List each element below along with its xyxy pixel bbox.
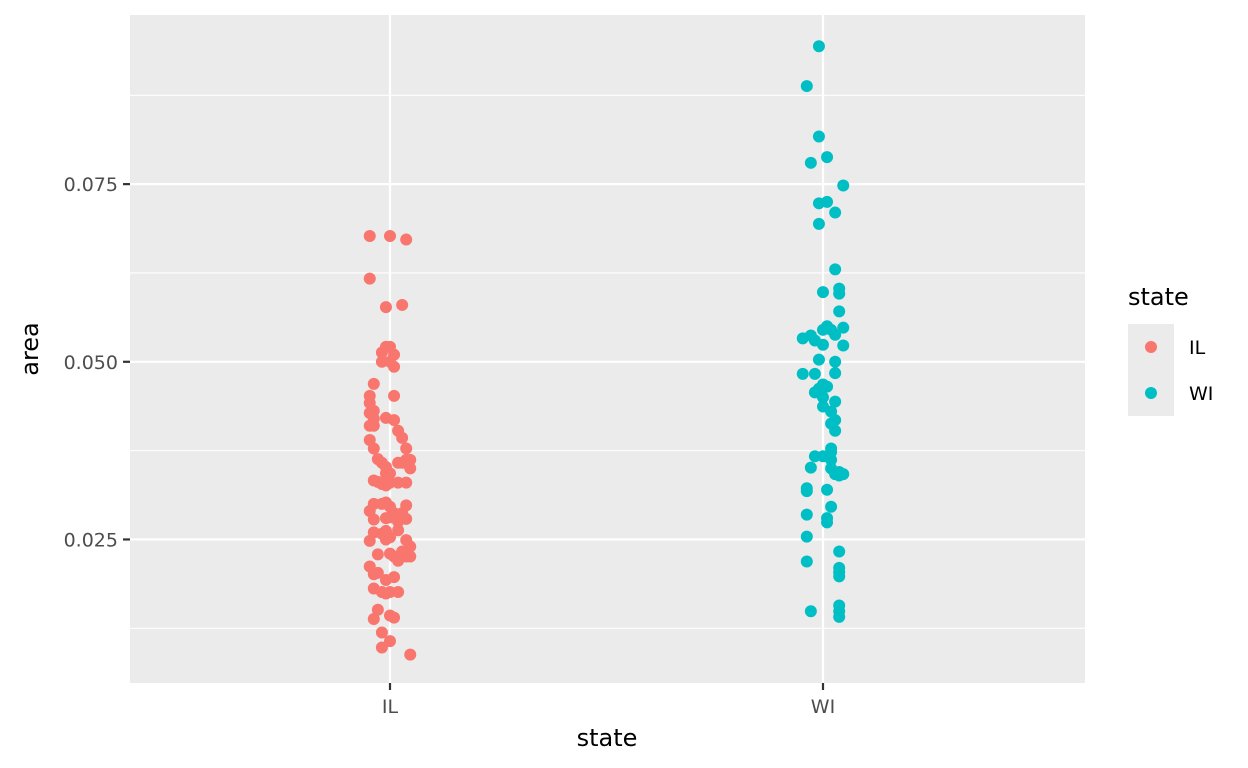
y-tick-label-1: 0.050 (64, 352, 118, 374)
legend-title: state (1128, 283, 1189, 311)
point-il-65 (384, 531, 396, 544)
point-wi-4 (804, 156, 817, 169)
point-il-12 (388, 360, 401, 373)
point-wi-14 (833, 305, 846, 318)
x-axis-title: state (577, 724, 638, 752)
point-il-78 (371, 566, 384, 579)
point-wi-3 (821, 151, 834, 164)
point-il-3 (363, 272, 376, 285)
point-il-38 (404, 462, 417, 475)
point-wi-68 (833, 610, 846, 623)
legend-label-wi: WI (1189, 383, 1213, 405)
point-il-27 (367, 442, 380, 455)
point-wi-12 (817, 286, 829, 299)
point-il-86 (371, 603, 384, 616)
legend-marker-wi (1145, 387, 1157, 399)
point-il-21 (388, 414, 401, 427)
point-wi-10 (829, 263, 842, 276)
point-il-26 (396, 431, 409, 444)
point-wi-24 (837, 339, 850, 352)
point-il-80 (388, 571, 401, 584)
point-wi-60 (833, 545, 846, 558)
point-wi-27 (796, 367, 809, 380)
point-wi-21 (829, 328, 842, 341)
point-wi-29 (829, 367, 842, 380)
data-points (363, 40, 850, 661)
point-il-75 (404, 550, 417, 563)
point-wi-55 (825, 500, 838, 513)
point-wi-51 (833, 469, 846, 482)
point-wi-59 (800, 530, 813, 543)
point-il-92 (375, 641, 388, 654)
y-tick-label-0: 0.025 (64, 529, 118, 551)
legend-label-il: IL (1189, 337, 1206, 359)
legend-marker-il (1145, 341, 1157, 353)
point-wi-8 (829, 206, 842, 219)
point-wi-7 (821, 195, 834, 208)
point-il-23 (367, 419, 380, 432)
point-wi-28 (808, 367, 821, 380)
point-wi-46 (804, 461, 817, 474)
point-il-37 (384, 467, 396, 480)
point-il-91 (384, 635, 396, 648)
point-il-45 (400, 476, 413, 489)
point-wi-0 (812, 40, 825, 53)
point-il-35 (404, 453, 417, 466)
legend: state IL WI (1128, 283, 1213, 416)
point-il-54 (367, 513, 380, 526)
point-wi-54 (821, 483, 834, 496)
point-wi-13 (833, 287, 846, 300)
point-il-1 (384, 230, 396, 243)
point-il-8 (375, 346, 388, 359)
point-wi-1 (800, 80, 813, 93)
point-wi-58 (821, 516, 834, 529)
point-wi-25 (812, 353, 825, 366)
point-wi-64 (833, 570, 846, 583)
point-il-68 (371, 548, 384, 561)
point-il-74 (392, 554, 405, 567)
y-axis: 0.025 0.050 0.075 (64, 174, 130, 551)
point-il-13 (367, 377, 380, 390)
point-wi-5 (837, 179, 850, 192)
point-il-90 (375, 626, 388, 639)
y-axis-title: area (16, 322, 44, 376)
minor-gridlines (130, 94, 1085, 629)
point-il-2 (400, 233, 413, 246)
point-il-28 (400, 442, 413, 455)
point-il-0 (363, 230, 376, 243)
point-wi-2 (812, 130, 825, 143)
point-il-14 (388, 389, 401, 402)
point-wi-32 (821, 380, 834, 393)
point-wi-66 (804, 605, 817, 618)
point-wi-56 (800, 508, 813, 521)
point-il-62 (392, 524, 405, 537)
point-wi-53 (800, 485, 813, 498)
point-wi-9 (812, 217, 825, 230)
x-tick-label-0: IL (382, 696, 399, 718)
point-il-89 (367, 613, 380, 626)
point-il-58 (400, 512, 413, 525)
point-il-88 (388, 611, 401, 624)
point-wi-40 (829, 424, 842, 437)
point-wi-35 (829, 395, 842, 408)
x-axis: IL WI (382, 683, 835, 718)
point-wi-17 (837, 321, 850, 334)
point-wi-23 (817, 338, 829, 351)
point-wi-45 (825, 453, 838, 466)
y-tick-label-2: 0.075 (64, 174, 118, 196)
point-il-85 (392, 586, 405, 599)
x-tick-label-1: WI (811, 696, 835, 718)
point-wi-61 (800, 555, 813, 568)
point-il-93 (404, 648, 417, 661)
point-wi-34 (817, 391, 829, 404)
point-wi-26 (829, 355, 842, 368)
plot-panel (130, 15, 1085, 683)
point-il-5 (396, 298, 409, 311)
point-il-63 (363, 534, 376, 547)
point-il-4 (379, 301, 392, 314)
